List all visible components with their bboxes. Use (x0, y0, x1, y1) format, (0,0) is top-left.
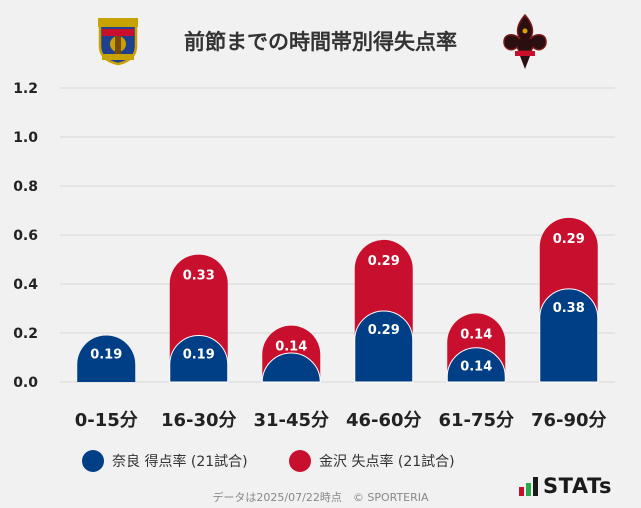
y-tick-label: 0.0 (13, 375, 38, 391)
stats-bars-icon (519, 477, 538, 496)
legend-swatch-nara (82, 450, 104, 472)
bar-segment-nara (169, 335, 229, 383)
bar-value-label: 0.14 (460, 360, 492, 375)
kanazawa-club-emblem-icon (503, 13, 547, 69)
x-tick-label: 31-45分 (253, 410, 329, 431)
bar-segment-nara (77, 335, 136, 382)
legend-label-nara: 奈良 得点率 (21試合) (112, 454, 248, 470)
x-tick-label: 16-30分 (161, 410, 237, 431)
y-tick-label: 0.8 (13, 179, 38, 195)
x-tick-label: 0-15分 (75, 410, 138, 431)
x-tick-label: 61-75分 (438, 410, 514, 431)
bar-value-label: 0.29 (368, 254, 400, 269)
y-tick-label: 0.6 (13, 228, 38, 244)
y-tick-label: 0.2 (13, 326, 38, 342)
x-tick-label: 46-60分 (346, 410, 422, 431)
y-tick-label: 1.0 (13, 130, 38, 146)
x-tick-label: 76-90分 (531, 410, 607, 431)
nara-club-emblem-icon (98, 18, 138, 66)
chart-plot: 0.0 0.2 0.4 0.6 0.8 1.0 1.2 0.19 0-15分 0.19 0.33 16… (13, 81, 615, 431)
bar-segment-nara (539, 288, 599, 383)
legend-swatch-kanazawa (289, 450, 311, 472)
bar-segment-nara (446, 347, 506, 383)
bar-value-label: 0.33 (183, 269, 215, 284)
bar-value-label: 0.29 (553, 232, 585, 247)
footer-credit: データは2025/07/22時点 © SPORTERIA (212, 491, 429, 504)
chart-title: 前節までの時間帯別得失点率 (184, 30, 457, 54)
stats-logo: STATs (518, 474, 612, 498)
y-tick-label: 1.2 (13, 81, 38, 97)
legend-item-nara: 奈良 得点率 (21試合) (82, 450, 248, 472)
legend-item-kanazawa: 金沢 失点率 (21試合) (289, 450, 455, 472)
bar-value-label: 0.19 (90, 347, 122, 362)
bar-value-label: 0.38 (553, 301, 585, 316)
bar-segment-nara (261, 352, 321, 383)
stats-logo-text: STATs (543, 474, 612, 498)
bar-value-label: 0.29 (368, 323, 400, 338)
bar-segment-nara (354, 310, 414, 383)
bar-value-label: 0.14 (275, 340, 307, 355)
legend-label-kanazawa: 金沢 失点率 (21試合) (319, 454, 455, 470)
y-tick-label: 0.4 (13, 277, 38, 293)
bar-value-label: 0.14 (460, 327, 492, 342)
bar-value-label: 0.19 (183, 347, 215, 362)
